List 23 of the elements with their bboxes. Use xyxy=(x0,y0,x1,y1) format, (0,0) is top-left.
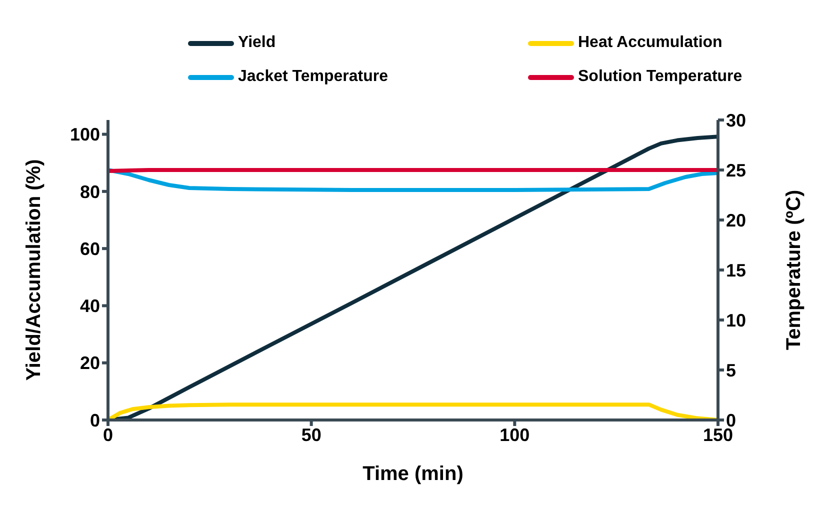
y-tick-label: 40 xyxy=(80,296,100,316)
y-tick-label: 0 xyxy=(90,410,100,430)
x-tick-label: 100 xyxy=(500,424,530,445)
x-axis-title: Time (min) xyxy=(362,463,464,485)
x-tick-label: 0 xyxy=(102,424,114,445)
y-tick-label: 80 xyxy=(80,182,100,202)
y2-tick-label: 5 xyxy=(726,360,736,380)
y-tick-label: 100 xyxy=(70,124,100,145)
legend-label: Solution Temperature xyxy=(578,68,742,86)
y2-tick-label: 25 xyxy=(726,160,746,180)
y2-axis-title: Temperature (ºC) xyxy=(783,190,806,350)
y2-tick-label: 10 xyxy=(726,310,746,330)
x-tick-label: 50 xyxy=(301,424,322,445)
y2-tick-label: 15 xyxy=(726,260,746,280)
legend-label: Yield xyxy=(238,34,276,52)
y-tick-label: 20 xyxy=(80,353,100,374)
legend-label: Heat Accumulation xyxy=(578,34,722,52)
legend-label: Jacket Temperature xyxy=(238,68,388,86)
y2-tick-label: 20 xyxy=(726,210,746,230)
line-series xyxy=(108,168,718,192)
y-axis-title: Yield/Accumulation (%) xyxy=(23,159,46,381)
y-tick-label: 60 xyxy=(80,238,100,259)
y2-tick-label: 30 xyxy=(726,110,746,130)
